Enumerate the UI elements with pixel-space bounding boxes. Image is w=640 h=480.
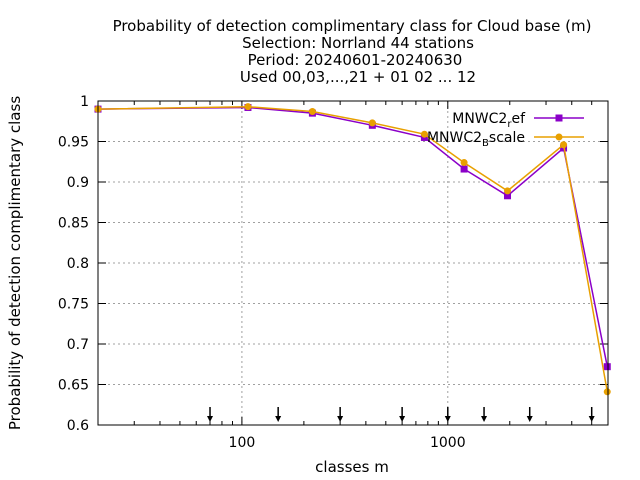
y-tick-label: 0.75 [58,297,89,313]
arrow-head [207,416,214,422]
series-2 [94,103,611,396]
arrow-markers [207,407,595,422]
legend-marker [555,133,563,141]
arrow-marker [444,407,451,422]
arrow-marker [588,407,595,422]
data-point [504,187,512,195]
grid [98,101,608,425]
legend-label: MNWC2ref [452,111,526,130]
data-point [504,192,512,200]
y-tick-label: 0.7 [67,337,89,353]
series-line [97,105,609,392]
series-line [97,106,609,367]
data-point [460,159,468,167]
legend-marker [555,114,563,122]
x-axis-label: classes m [315,458,389,476]
y-tick-label: 0.9 [67,175,89,191]
arrow-marker [481,407,488,422]
plot-frame [97,100,609,426]
y-tick-label: 0.65 [58,378,89,394]
x-axis-ticks: 100 1000 [133,101,593,451]
arrow-marker [526,407,533,422]
legend-entry-1: MNWC2ref [452,111,584,130]
y-axis-label: Probability of detection complimentary c… [6,96,24,430]
data-point [603,388,611,396]
y-tick-label: 0.85 [58,216,89,232]
title-line-2: Selection: Norrland 44 stations [242,34,474,52]
arrow-marker [207,407,214,422]
arrow-head [275,416,282,422]
data-point [420,130,428,138]
series-1 [94,103,611,371]
data-point [460,165,468,173]
data-point [244,103,252,111]
y-tick-label: 0.6 [67,418,89,434]
legend-entry-2: MNWC2Bscale [427,130,584,149]
arrow-head [337,416,344,422]
arrow-marker [399,407,406,422]
arrow-head [481,416,488,422]
chart-title: Probability of detection complimentary c… [113,17,592,86]
arrow-head [399,416,406,422]
arrow-marker [337,407,344,422]
y-tick-label: 0.95 [58,135,89,151]
data-point [308,108,316,116]
arrow-head [588,416,595,422]
y-tick-label: 1 [80,94,89,110]
title-line-4: Used 00,03,...,21 + 01 02 ... 12 [240,68,476,86]
series-group [94,103,611,396]
arrow-marker [275,407,282,422]
legend-label: MNWC2Bscale [427,130,525,149]
data-point [603,363,611,371]
x-tick-label: 100 [229,435,256,451]
title-line-3: Period: 20240601-20240630 [248,51,463,69]
data-point [560,141,568,149]
y-axis-ticks: 0.6 0.65 0.7 0.75 0.8 0.85 0.9 0.95 1 [58,94,608,434]
data-point [368,119,376,127]
title-line-1: Probability of detection complimentary c… [113,17,592,35]
y-tick-label: 0.8 [67,256,89,272]
x-tick-label: 1000 [430,435,466,451]
arrow-head [444,416,451,422]
arrow-head [526,416,533,422]
